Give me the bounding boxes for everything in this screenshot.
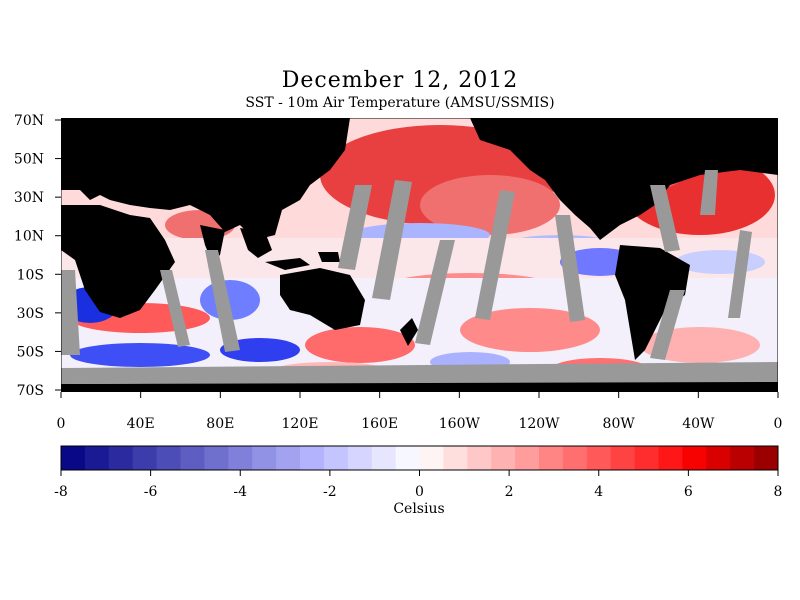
latitude-label: 30N (14, 190, 44, 206)
map-subtitle: SST - 10m Air Temperature (AMSU/SSMIS) (245, 95, 555, 111)
longitude-label: 40W (682, 416, 715, 432)
latitude-label: 10N (14, 229, 44, 245)
latitude-label: 30S (17, 306, 44, 322)
colorbar-swatch (419, 446, 444, 470)
latitude-label: 50S (17, 344, 44, 360)
land-mask (61, 118, 778, 392)
longitude-label: 0 (57, 416, 66, 432)
colorbar-tick-label: 0 (415, 484, 424, 500)
map-title: December 12, 2012 (281, 68, 519, 93)
latitude-label: 70N (14, 113, 44, 129)
colorbar-tick-label: -4 (233, 484, 247, 500)
colorbar-swatch (682, 446, 707, 470)
colorbar-swatch (610, 446, 636, 470)
colorbar-swatch (395, 446, 420, 470)
colorbar-swatch (443, 446, 468, 470)
colorbar-tick-label: 4 (594, 484, 603, 500)
colorbar-tick-label: -8 (54, 484, 68, 500)
colorbar-tick-label: -2 (323, 484, 337, 500)
colorbar-swatch (156, 446, 181, 470)
colorbar-unit-label: Celsius (393, 501, 445, 517)
colorbar-tick-labels: -8 -6 -4 -2 0 2 4 6 8 (54, 470, 782, 500)
colorbar-swatch (371, 446, 397, 470)
longitude-label: 160E (361, 416, 398, 432)
colorbar-swatch (108, 446, 134, 470)
colorbar-swatch (252, 446, 277, 470)
longitude-labels: 0 40E 80E 120E 160E 160W 120W 80W 40W 0 (57, 416, 783, 432)
longitude-label: 120E (282, 416, 319, 432)
colorbar-swatch (658, 446, 683, 470)
colorbar-swatch (539, 446, 564, 470)
colorbar-swatch (754, 446, 779, 470)
latitude-label: 10S (17, 267, 44, 283)
colorbar-swatch (180, 446, 205, 470)
colorbar-swatch (730, 446, 755, 470)
no-data-swaths (61, 170, 778, 384)
colorbar-tick-label: 8 (774, 484, 783, 500)
colorbar-swatch (276, 446, 301, 470)
colorbar-swatch (515, 446, 540, 470)
colorbar-swatch (323, 446, 349, 470)
colorbar-swatch (84, 446, 110, 470)
longitude-label: 40E (127, 416, 155, 432)
colorbar-swatch (347, 446, 373, 470)
colorbar-swatch (228, 446, 253, 470)
colorbar-swatch (586, 446, 612, 470)
colorbar-tick-label: 2 (505, 484, 514, 500)
colorbar-swatch (467, 446, 492, 470)
map-panel (61, 118, 778, 392)
colorbar-swatch (300, 446, 325, 470)
longitude-label: 160W (439, 416, 481, 432)
latitude-label: 70S (17, 383, 44, 399)
latitude-label: 50N (14, 152, 44, 168)
colorbar-swatch (204, 446, 229, 470)
colorbar-swatch (706, 446, 731, 470)
colorbar-swatch (562, 446, 588, 470)
colorbar-swatch (61, 446, 86, 470)
longitude-label: 120W (518, 416, 560, 432)
colorbar-swatch (491, 446, 516, 470)
colorbar (60, 445, 779, 471)
colorbar-tick-label: 6 (684, 484, 693, 500)
longitude-label: 80E (206, 416, 234, 432)
colorbar-swatch (634, 446, 659, 470)
latitude-labels: 70N 50N 30N 10N 10S 30S 50S 70S (14, 113, 44, 399)
colorbar-tick-label: -6 (144, 484, 158, 500)
colorbar-swatch (132, 446, 158, 470)
longitude-label: 80W (603, 416, 636, 432)
map-tick-marks (55, 119, 779, 398)
longitude-label: 0 (774, 416, 783, 432)
